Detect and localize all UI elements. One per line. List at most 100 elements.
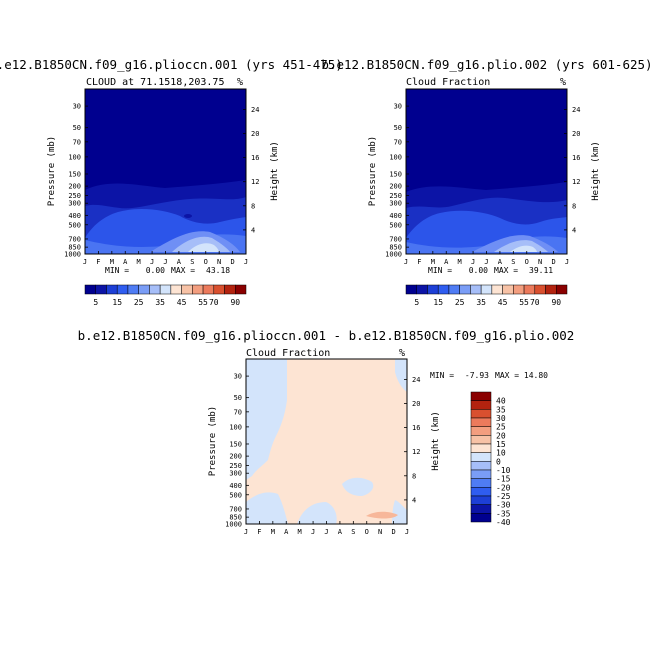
colorbar-swatch <box>470 461 492 471</box>
y-right-tick-label: 24 <box>572 106 580 114</box>
y-tick-label: 700 <box>389 235 402 243</box>
stat-min-label: MIN = <box>428 266 452 275</box>
colorbar-swatch <box>470 400 492 410</box>
colorbar-swatch <box>470 284 482 295</box>
x-tick-label: O <box>525 258 529 266</box>
colorbar-swatch <box>459 284 471 295</box>
x-tick-label: M <box>271 528 275 536</box>
x-tick-label: M <box>298 528 302 536</box>
y-tick-label: 70 <box>73 138 81 146</box>
y-tick-label: 300 <box>229 470 242 478</box>
y-right-tick-label: 20 <box>412 400 420 408</box>
x-tick-label: F <box>96 258 100 266</box>
colorbar-label: 45 <box>498 298 508 307</box>
stat-max-value: 39.11 <box>529 266 553 275</box>
y-axis-label: Pressure (mb) <box>208 406 218 476</box>
y-tick-label: 1000 <box>225 521 242 529</box>
x-tick-label: J <box>311 528 315 536</box>
x-tick-label: A <box>123 258 128 266</box>
y-right-tick-label: 8 <box>572 202 576 210</box>
y-tick-label: 500 <box>68 221 81 229</box>
colorbar-label: 55 <box>519 298 529 307</box>
cloud-field <box>85 89 246 254</box>
y-right-tick-label: 8 <box>412 472 416 480</box>
x-tick-label: D <box>551 258 555 266</box>
colorbar-swatch <box>470 504 492 514</box>
colorbar-label: 40 <box>496 397 506 406</box>
y-tick-label: 850 <box>68 244 81 252</box>
y-tick-label: 300 <box>68 200 81 208</box>
stat-max-value: 43.18 <box>206 266 230 275</box>
y-tick-label: 1000 <box>385 251 402 259</box>
colorbar-swatch <box>159 284 172 295</box>
y-right-tick-label: 24 <box>412 376 420 384</box>
panel-plioccn: b.e12.B1850CN.f09_g16.plioccn.001 (yrs 4… <box>0 57 343 307</box>
panel-difference: b.e12.B1850CN.f09_g16.plioccn.001 - b.e1… <box>78 328 575 536</box>
panel-subtitle: Cloud Fraction <box>246 348 330 359</box>
x-tick-label: J <box>324 528 328 536</box>
y-tick-label: 400 <box>389 212 402 220</box>
colorbar-label: 25 <box>496 423 506 432</box>
y-right-tick-label: 16 <box>251 154 259 162</box>
colorbar-label: 35 <box>476 298 486 307</box>
x-tick-label: M <box>110 258 114 266</box>
y-right-tick-label: 20 <box>572 130 580 138</box>
stat-max-label: MAX = <box>495 371 519 380</box>
x-tick-label: J <box>83 258 87 266</box>
y-right-tick-label: 4 <box>251 226 255 234</box>
x-tick-label: M <box>137 258 141 266</box>
y-tick-label: 1000 <box>64 251 81 259</box>
x-tick-label: J <box>405 528 409 536</box>
x-tick-label: M <box>431 258 435 266</box>
colorbar-swatch <box>470 495 492 505</box>
y-right-tick-label: 20 <box>251 130 259 138</box>
colorbar-swatch <box>470 469 492 479</box>
y-tick-label: 70 <box>394 138 402 146</box>
colorbar-label: 25 <box>455 298 465 307</box>
colorbar-swatch <box>84 284 96 295</box>
colorbar-swatch <box>470 409 492 419</box>
colorbar-swatch <box>170 284 182 295</box>
y-tick-label: 500 <box>389 221 402 229</box>
y-axis-right-ticks: 24 20 16 12 8 4 <box>404 376 420 504</box>
x-tick-label: S <box>190 258 194 266</box>
y-tick-label: 100 <box>389 153 402 161</box>
colorbar-label: 15 <box>112 298 122 307</box>
colorbar-swatch <box>502 284 514 295</box>
colorbar-swatch <box>235 284 247 295</box>
colorbar-swatch <box>106 284 118 295</box>
stat-min-value: 0.00 <box>469 266 488 275</box>
colorbar-swatch <box>470 417 492 427</box>
colorbar-swatch <box>556 284 568 295</box>
y-tick-label: 30 <box>394 103 402 111</box>
colorbar-label: 20 <box>496 431 506 440</box>
x-tick-label: N <box>217 258 221 266</box>
colorbar-swatch <box>470 487 492 497</box>
panel-subtitle: CLOUD at 71.1518,203.75 <box>86 77 224 88</box>
y-right-tick-label: 24 <box>251 106 259 114</box>
colorbar-swatch <box>491 284 503 295</box>
stat-max-label: MAX = <box>494 266 518 275</box>
y-axis-right-label: Height (km) <box>270 141 280 201</box>
y-right-tick-label: 4 <box>412 496 416 504</box>
y-tick-label: 250 <box>229 462 242 470</box>
colorbar-label: 25 <box>134 298 144 307</box>
x-tick-label: D <box>391 528 395 536</box>
x-tick-label: A <box>444 258 449 266</box>
y-right-tick-label: 16 <box>572 154 580 162</box>
colorbar-swatch <box>437 284 450 295</box>
x-tick-label: D <box>230 258 234 266</box>
panel-title: b.e12.B1850CN.f09_g16.plioccn.001 (yrs 4… <box>0 57 343 72</box>
colorbar-label: 70 <box>209 298 219 307</box>
y-tick-label: 200 <box>68 183 81 191</box>
y-right-tick-label: 4 <box>572 226 576 234</box>
y-right-tick-label: 16 <box>412 424 420 432</box>
y-tick-label: 700 <box>229 505 242 513</box>
y-tick-label: 400 <box>68 212 81 220</box>
colorbar-swatch <box>470 452 492 462</box>
x-tick-label: S <box>351 528 355 536</box>
